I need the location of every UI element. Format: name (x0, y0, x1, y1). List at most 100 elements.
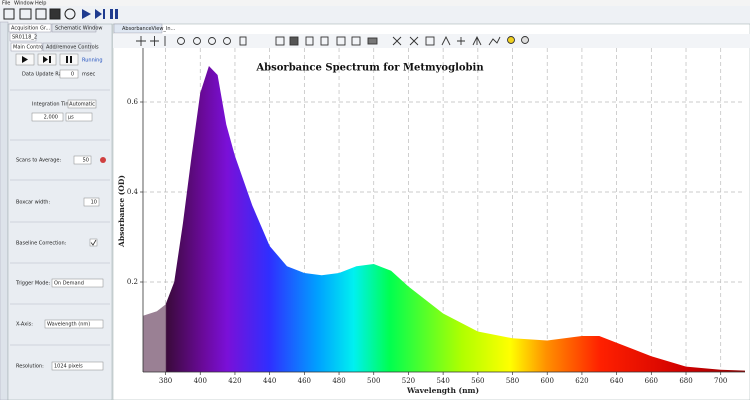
field-value: 2,000 (44, 115, 58, 121)
tool-button[interactable] (441, 35, 451, 46)
field-value: Wavelength (nm) (47, 322, 90, 328)
tool-button[interactable] (136, 36, 146, 46)
tool-button[interactable] (409, 36, 419, 46)
x-tick-label: 700 (714, 377, 727, 385)
y-tick-label: 0.6 (127, 98, 139, 106)
left-panel (7, 23, 113, 400)
button[interactable] (67, 99, 97, 109)
tool-button[interactable] (150, 36, 159, 46)
chart-toolbar (113, 34, 750, 48)
panel-tab-label: Schematic Window (55, 26, 103, 32)
tool-button[interactable] (49, 8, 61, 20)
toolbar (0, 6, 750, 22)
x-tick-label: 540 (436, 377, 449, 385)
field-value: 0 (71, 72, 74, 78)
x-tick-label: 500 (367, 377, 380, 385)
input[interactable] (73, 155, 92, 165)
checkbox[interactable] (89, 238, 98, 247)
tool-button[interactable] (19, 8, 32, 20)
menu-item[interactable]: Window (14, 1, 34, 7)
field-unit: µs (68, 115, 74, 121)
dropdown[interactable] (44, 319, 104, 329)
acquisition-buttons (15, 53, 79, 66)
tool-button[interactable] (35, 8, 47, 20)
reset-icon[interactable] (100, 157, 106, 163)
tool-button[interactable] (425, 36, 435, 46)
dropdown[interactable] (65, 112, 93, 122)
menu-item[interactable]: Help (35, 1, 46, 7)
subtab-label: Add/remove Controls (46, 45, 99, 51)
toolbar-icons (3, 8, 118, 20)
panel-tab[interactable] (8, 23, 52, 33)
tool-button[interactable] (289, 36, 299, 46)
side-strip (0, 21, 9, 400)
run-button[interactable] (82, 9, 91, 19)
tool-button[interactable] (320, 36, 329, 46)
chart-tab[interactable] (113, 23, 163, 34)
tool-button[interactable] (208, 37, 216, 45)
pause-button[interactable] (59, 53, 79, 66)
x-tick-label: 420 (228, 377, 241, 385)
tool-button[interactable] (507, 36, 515, 44)
tool-button[interactable] (488, 36, 501, 46)
input[interactable] (31, 112, 64, 122)
x-tick-label: 580 (506, 377, 519, 385)
field-label: Scans to Average: (16, 158, 61, 164)
input[interactable] (59, 69, 79, 79)
field-value: 10 (91, 200, 97, 206)
tool-button[interactable] (367, 37, 378, 45)
subtab[interactable] (42, 42, 92, 52)
field-label: X-Axis: (16, 322, 33, 328)
subtab-label: Main Controls (13, 45, 48, 51)
chart: Absorbance Spectrum for Metmyoglobin Wav… (117, 48, 745, 395)
dropdown[interactable] (51, 278, 104, 288)
panel-tab[interactable] (51, 23, 97, 33)
tool-button[interactable] (305, 36, 314, 46)
tool-button[interactable] (351, 36, 361, 46)
tool-button[interactable] (223, 37, 231, 45)
menu-bar (0, 0, 750, 6)
tool-button[interactable] (193, 37, 201, 45)
field-value: On Demand (54, 281, 84, 287)
field-label: Data Update Rate: (22, 72, 69, 78)
x-tick-label: 520 (402, 377, 415, 385)
y-tick-label: 0.2 (127, 278, 138, 286)
pause-icon (66, 56, 72, 63)
tool-button[interactable] (457, 37, 465, 45)
x-tick-label: 600 (541, 377, 554, 385)
menu-item[interactable]: File (2, 1, 10, 7)
step-button[interactable] (95, 9, 105, 19)
field-value: 50 (83, 158, 89, 164)
tool-button[interactable] (472, 35, 482, 46)
tool-button[interactable] (521, 36, 529, 44)
tool-button[interactable] (239, 36, 247, 46)
y-tick-label: 0.4 (127, 188, 139, 196)
play-icon (22, 56, 28, 63)
field-label: Integration Time: (32, 102, 75, 108)
spectrum-area (143, 66, 745, 372)
x-axis-label: Wavelength (nm) (406, 386, 479, 395)
device-tab[interactable] (9, 32, 37, 42)
x-tick-label: 660 (645, 377, 658, 385)
device-tab-label: SR0118_2 (12, 35, 37, 41)
tool-button[interactable] (64, 8, 76, 20)
x-tick-label: 620 (575, 377, 588, 385)
y-axis-label: Absorbance (OD) (117, 175, 126, 248)
field-label: Trigger Mode: (15, 281, 50, 287)
subtab[interactable] (10, 42, 43, 52)
button-label: Automatic (69, 102, 95, 108)
tool-button[interactable] (336, 36, 346, 46)
pause-button[interactable] (110, 9, 118, 19)
dropdown[interactable] (51, 361, 104, 371)
tool-button[interactable] (275, 36, 285, 46)
tool-button[interactable] (177, 37, 185, 45)
tool-button[interactable] (3, 8, 15, 20)
input[interactable] (83, 197, 100, 207)
field-value: 1024 pixels (54, 364, 83, 370)
x-tick-label: 680 (679, 377, 692, 385)
x-tick-label: 560 (471, 377, 484, 385)
chart-tools (136, 35, 529, 46)
tool-button[interactable] (392, 36, 402, 46)
check-mark (90, 239, 97, 246)
